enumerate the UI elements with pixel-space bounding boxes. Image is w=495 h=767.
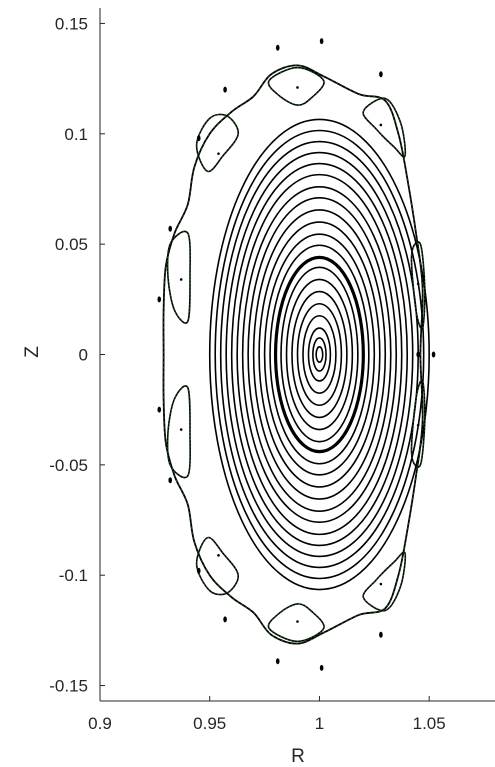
flux-surface-18	[225, 151, 414, 558]
island-o-point-4	[379, 582, 383, 586]
y-tick-label-5: -0.1	[59, 566, 88, 585]
x-axis-label: R	[291, 746, 305, 767]
flux-surface-8	[280, 266, 359, 443]
y-tick-label-1: 0.1	[64, 125, 88, 144]
flux-surface-15	[241, 185, 398, 524]
x-tick-label-2: 1	[315, 714, 324, 733]
island-trace-4	[362, 551, 406, 612]
y-tick-label-6: -0.15	[49, 677, 88, 696]
chaotic-mark-16	[416, 351, 420, 358]
island-trace-5	[196, 114, 239, 172]
chaotic-mark-12	[223, 616, 227, 623]
y-tick-label-4: -0.05	[49, 456, 88, 475]
flux-surface-1	[315, 345, 324, 364]
x-tick-label-1: 0.95	[193, 714, 226, 733]
flux-surface-9	[273, 255, 365, 454]
chaotic-mark-13	[196, 567, 201, 574]
island-o-point-10	[416, 423, 420, 427]
x-tick-label-3: 1.05	[413, 714, 446, 733]
island-o-point-6	[217, 554, 220, 557]
chaotic-field-marks	[157, 38, 436, 671]
island-2	[267, 603, 325, 643]
y-ticks: 0.15 0.1 0.05 0 -0.05 -0.1 -0.15	[49, 14, 105, 696]
island-o-point-9	[416, 282, 420, 286]
island-trace-10	[411, 379, 426, 468]
island-trace-2	[267, 603, 325, 642]
island-trace-6	[196, 537, 239, 595]
chaotic-mark-7	[157, 296, 162, 303]
island-1	[267, 66, 325, 106]
y-axis-label: Z	[22, 346, 43, 358]
flux-surface-5	[296, 302, 343, 407]
y-tick-label-0: 0.15	[55, 14, 88, 33]
island-o-point-8	[179, 428, 183, 431]
chaotic-mark-14	[168, 477, 173, 484]
chaotic-mark-10	[319, 664, 324, 671]
island-o-point-7	[179, 278, 183, 281]
chaotic-mark-3	[379, 71, 383, 78]
chaotic-mark-9	[275, 658, 280, 665]
flux-surface-12	[258, 221, 381, 488]
flux-surface-4	[302, 315, 337, 394]
flux-surface-14	[247, 197, 392, 512]
island-o-point-2	[296, 620, 299, 623]
chaotic-mark-2	[319, 38, 324, 45]
island-o-point-3	[379, 123, 383, 127]
chaotic-mark-8	[431, 351, 436, 358]
flux-surface-17	[230, 162, 409, 547]
y-tick-label-3: 0	[79, 346, 88, 365]
island-3	[362, 97, 407, 158]
island-o-point-1	[296, 86, 299, 89]
flux-surface-6	[291, 290, 348, 419]
last-closed-surface	[162, 64, 424, 645]
y-tick-label-2: 0.05	[55, 235, 88, 254]
chaotic-mark-1	[275, 44, 280, 51]
flux-surface-10	[269, 244, 370, 465]
flux-surface-2	[312, 337, 327, 372]
x-ticks: 0.9 0.95 1 1.05	[88, 696, 446, 733]
flux-surfaces	[162, 64, 430, 645]
magnetic-islands	[166, 66, 426, 643]
island-trace-3	[362, 97, 406, 158]
flux-surface-21	[208, 118, 430, 591]
chaotic-mark-6	[168, 225, 173, 232]
chaotic-mark-5	[196, 135, 201, 142]
chaotic-mark-15	[157, 406, 162, 413]
island-4	[362, 551, 407, 612]
island-trace-1	[267, 67, 325, 106]
x-tick-label-0: 0.9	[88, 714, 112, 733]
flux-surface-11	[263, 233, 376, 476]
chaotic-mark-11	[379, 631, 383, 638]
flux-surface-16	[236, 173, 403, 536]
flux-surface-19	[219, 140, 419, 569]
island-trace-9	[411, 241, 426, 330]
island-o-point-5	[217, 152, 220, 155]
island-trace-7	[167, 231, 191, 324]
island-trace-8	[167, 385, 191, 478]
flux-surface-7	[285, 278, 354, 431]
flux-surface-20	[214, 129, 425, 580]
flux-surface-3	[307, 327, 332, 382]
chaotic-mark-4	[223, 86, 227, 93]
last-closed-surface-trace	[163, 64, 424, 645]
flux-surface-13	[252, 209, 387, 500]
